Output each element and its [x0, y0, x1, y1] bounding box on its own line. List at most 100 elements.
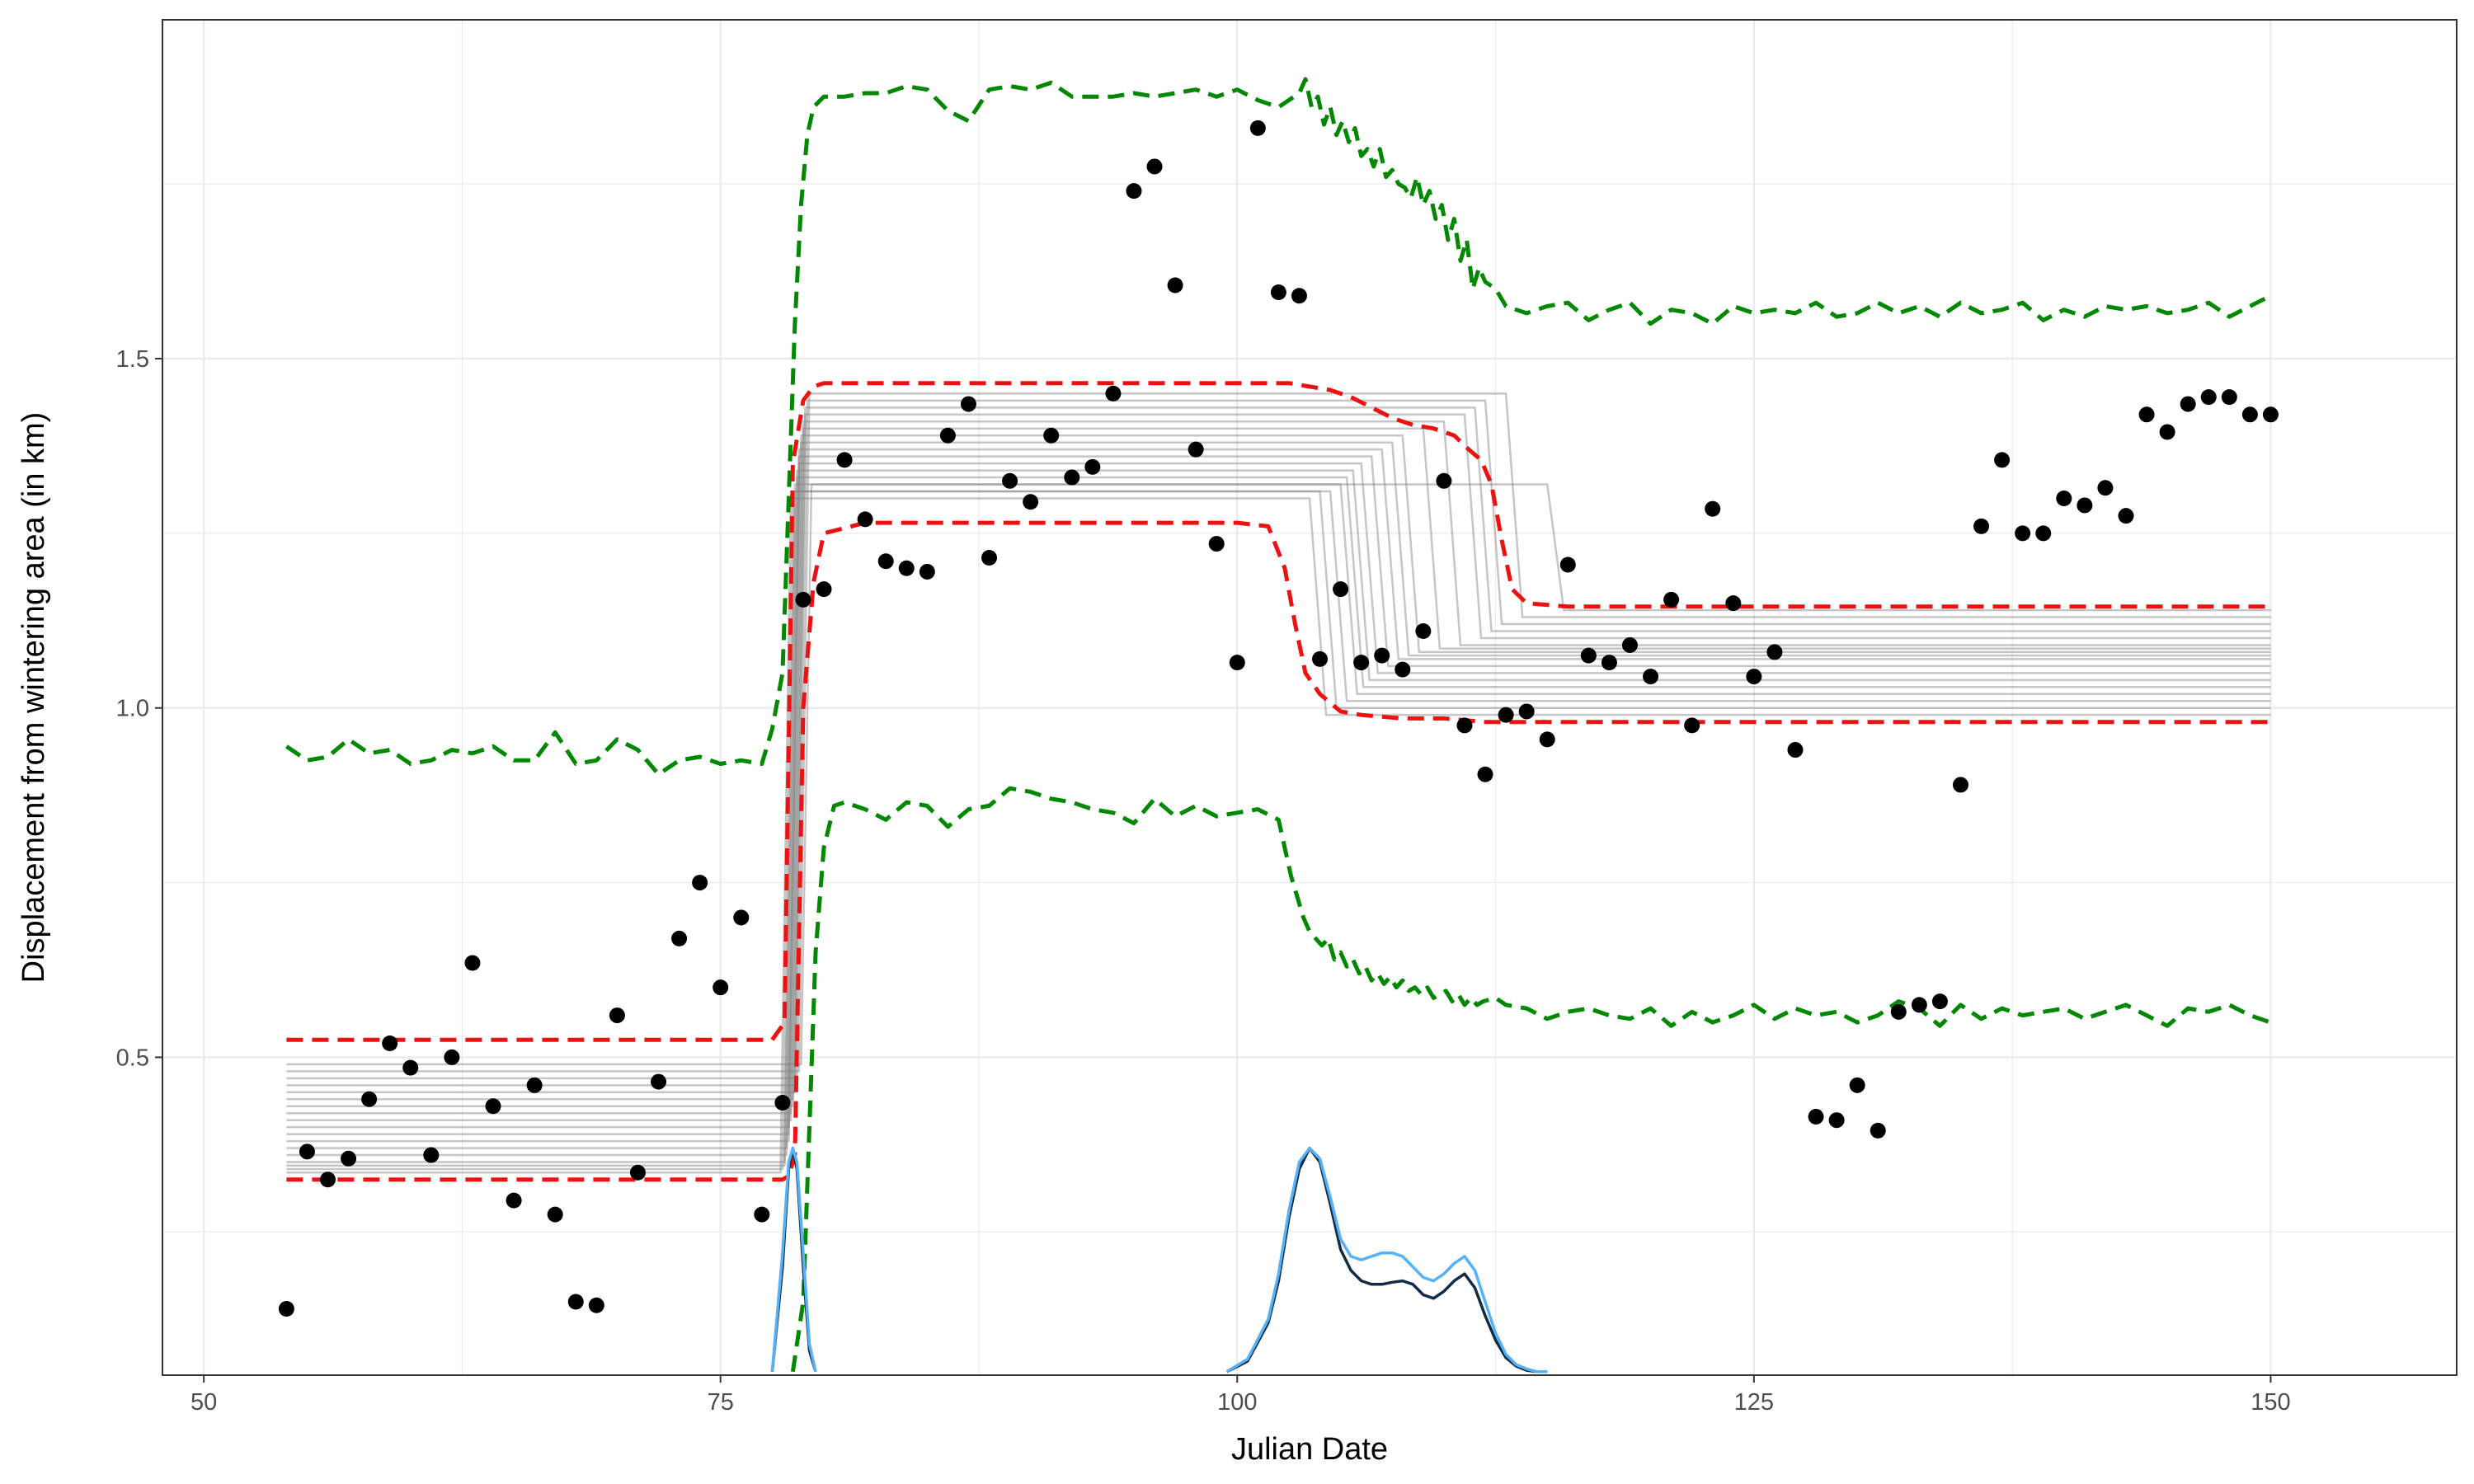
- data-point: [1952, 777, 1968, 793]
- x-tick-label: 50: [190, 1389, 217, 1416]
- data-point: [1766, 644, 1783, 660]
- data-point: [1931, 993, 1948, 1010]
- data-point: [629, 1164, 646, 1181]
- data-point: [1601, 655, 1617, 671]
- x-tick-label: 75: [708, 1389, 734, 1416]
- y-tick-label: 1.5: [116, 346, 149, 373]
- y-axis-title: Displacement from wintering area (in km): [16, 412, 51, 984]
- panel-border: [162, 19, 2458, 1376]
- posterior-step-line: [286, 462, 2271, 1143]
- data-point: [1395, 661, 1411, 678]
- data-point: [1539, 731, 1555, 748]
- data-point: [1973, 518, 1990, 534]
- data-point: [1870, 1122, 1886, 1139]
- data-point: [1270, 284, 1286, 300]
- data-point: [1477, 766, 1493, 782]
- data-point: [1518, 703, 1535, 720]
- data-point: [1374, 647, 1390, 664]
- data-point: [1911, 997, 1927, 1013]
- data-point: [609, 1007, 625, 1024]
- data-point: [1002, 472, 1018, 489]
- data-point: [1105, 385, 1122, 402]
- data-point: [1663, 591, 1680, 608]
- data-point: [1498, 707, 1514, 723]
- data-point: [713, 979, 729, 996]
- posterior-step-line: [286, 392, 2271, 1073]
- data-point: [2015, 525, 2031, 542]
- data-point: [1436, 472, 1452, 489]
- data-point: [1312, 650, 1329, 667]
- data-point: [919, 563, 935, 580]
- y-tick-label: 0.5: [116, 1045, 149, 1071]
- data-point: [733, 909, 750, 926]
- data-point: [341, 1150, 357, 1167]
- data-point: [1333, 581, 1349, 598]
- data-point: [567, 1294, 584, 1310]
- data-point: [485, 1098, 501, 1115]
- data-point: [898, 560, 915, 576]
- grid-minor: [162, 20, 2457, 1375]
- data-point: [547, 1206, 563, 1223]
- data-point: [816, 581, 832, 598]
- data-point: [1208, 536, 1225, 552]
- data-point: [1291, 288, 1307, 304]
- data-point: [960, 396, 976, 412]
- data-point: [1828, 1112, 1845, 1129]
- data-point: [382, 1035, 398, 1051]
- data-point: [1994, 452, 2011, 468]
- data-point: [1559, 556, 1576, 573]
- plot-panel: [278, 77, 2279, 1374]
- data-point: [1890, 1003, 1907, 1020]
- data-point: [857, 511, 873, 528]
- data-point: [1684, 717, 1700, 734]
- posterior-step-line: [286, 483, 2271, 1163]
- data-point: [361, 1091, 378, 1107]
- data-point: [2241, 406, 2258, 423]
- density-light: [770, 1146, 1548, 1374]
- observed-points: [278, 120, 2279, 1317]
- data-point: [1126, 183, 1142, 200]
- data-point: [2077, 497, 2093, 514]
- data-point: [651, 1073, 667, 1090]
- green-band-lower: [790, 786, 2272, 1373]
- data-point: [278, 1300, 294, 1317]
- data-point: [1249, 120, 1266, 136]
- data-point: [526, 1077, 543, 1093]
- data-point: [877, 553, 894, 570]
- posterior-step-line: [286, 448, 2271, 1129]
- data-point: [774, 1095, 791, 1111]
- data-point: [402, 1059, 419, 1076]
- data-point: [1167, 277, 1183, 294]
- data-point: [506, 1192, 522, 1209]
- data-point: [464, 955, 481, 971]
- y-tick-label: 1.0: [116, 696, 149, 722]
- data-point: [981, 550, 998, 566]
- data-point: [299, 1144, 315, 1160]
- data-point: [2056, 490, 2072, 506]
- data-point: [320, 1172, 336, 1188]
- data-point: [1643, 669, 1659, 685]
- data-point: [2262, 406, 2279, 423]
- data-point: [588, 1297, 604, 1313]
- grid-major: [162, 20, 2457, 1375]
- data-point: [1456, 717, 1473, 734]
- data-point: [444, 1049, 460, 1065]
- x-axis: 50 75 100 125 150: [190, 1375, 2291, 1416]
- data-point: [1621, 636, 1638, 653]
- data-point: [1808, 1108, 1824, 1125]
- x-tick-label: 100: [1217, 1389, 1257, 1416]
- data-point: [1084, 458, 1101, 475]
- x-tick-label: 150: [2251, 1389, 2290, 1416]
- data-point: [1353, 655, 1370, 671]
- data-point: [1705, 500, 1721, 517]
- posterior-step-line: [286, 420, 2271, 1101]
- posterior-step-line: [286, 455, 2271, 1135]
- data-point: [671, 930, 688, 946]
- posterior-step-line: [286, 434, 2271, 1115]
- data-point: [1849, 1077, 1865, 1093]
- red-band-lower: [286, 520, 2271, 1182]
- data-point: [692, 875, 708, 891]
- y-axis: 0.5 1.0 1.5: [116, 346, 162, 1071]
- data-point: [1580, 647, 1597, 664]
